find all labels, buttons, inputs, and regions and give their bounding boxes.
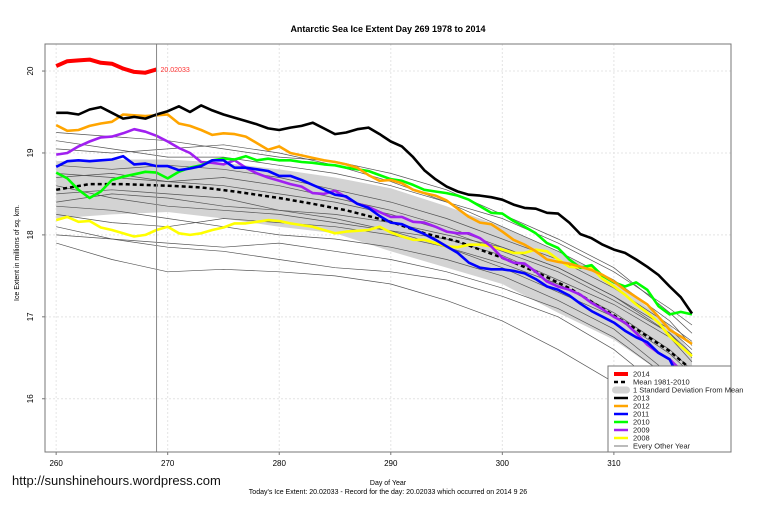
y-tick-label: 18 [26, 230, 35, 239]
other-year-line [56, 185, 693, 363]
other-year-line [56, 144, 693, 346]
y-tick-label: 19 [26, 148, 35, 157]
watermark-url: http://sunshinehours.wordpress.com [12, 473, 221, 488]
legend-label: Mean 1981-2010 [633, 378, 690, 387]
std-band-area [56, 159, 692, 401]
other-year-line [56, 234, 693, 404]
y-tick-label: 16 [26, 394, 35, 403]
x-tick-label: 260 [49, 459, 63, 468]
x-axis: 260 270 280 290 300 310 [49, 452, 621, 468]
other-year-line [56, 205, 693, 399]
plot-frame [44, 43, 732, 453]
x-tick-label: 290 [384, 459, 398, 468]
y-tick-label: 20 [26, 66, 35, 75]
other-year-line [56, 226, 693, 420]
series-2014-line [55, 57, 158, 75]
legend-label: Every Other Year [633, 442, 691, 451]
other-year-line [56, 173, 693, 359]
legend-label: 2014 [633, 370, 650, 379]
subtitle: Today's Ice Extent: 20.02033 - Record fo… [249, 489, 528, 496]
legend-label: 2009 [633, 426, 650, 435]
series-2012-line [55, 113, 693, 345]
legend-label: 2011 [633, 410, 649, 419]
y-tick-label: 17 [26, 312, 35, 321]
y-axis-label: Ice Extent in millions of sq. km. [14, 205, 21, 301]
x-tick-label: 310 [607, 459, 621, 468]
std-band [56, 159, 692, 401]
legend-label: 2008 [633, 434, 650, 443]
other-year-line [56, 140, 693, 326]
legend-label: 2010 [633, 418, 650, 427]
legend-swatch [612, 386, 630, 394]
legend-box [607, 365, 732, 453]
series-2013-line [56, 104, 694, 315]
series-2010-line [55, 154, 693, 316]
series-2011-line [55, 154, 694, 401]
legend-label: 2013 [633, 394, 650, 403]
y-axis: 16 17 18 19 20 [26, 66, 45, 403]
x-tick-label: 300 [496, 459, 510, 468]
chart-title: Antarctic Sea Ice Extent Day 269 1978 to… [290, 24, 485, 34]
legend-label: 1 Standard Deviation From Mean [633, 386, 743, 395]
highlighted-series [55, 57, 694, 401]
current-value-label: 20.02033 [161, 67, 190, 74]
x-tick-label: 270 [161, 459, 175, 468]
series-2009-line [56, 127, 693, 384]
x-tick-label: 280 [273, 459, 287, 468]
legend-label: 2012 [633, 402, 650, 411]
x-axis-label: Day of Year [370, 480, 407, 487]
